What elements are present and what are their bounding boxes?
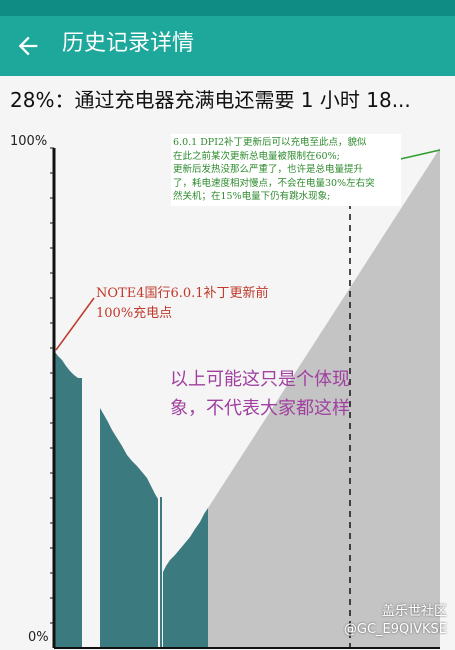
discharge-segment-3: [160, 497, 162, 648]
status-bar: [0, 0, 455, 16]
page-title: 历史记录详情: [62, 31, 195, 56]
red-annotation: NOTE4国行6.0.1补丁更新前 100%充电点: [96, 286, 269, 321]
green-annotation: 6.0.1 DPI2补丁更新后可以充电至此点，貌似 在此之前某次更新总电量被限制…: [171, 134, 401, 206]
green-pointer-line: [395, 149, 441, 161]
discharge-segment-1: [55, 352, 82, 648]
discharge-segment-2: [100, 408, 158, 648]
app-bar: 历史记录详情: [0, 16, 455, 76]
predicted-charge-area: [208, 148, 440, 648]
watermark-handle: @GC_E9QIVKSE: [343, 622, 447, 637]
y-axis-max-label: 100%: [10, 134, 48, 149]
y-axis-min-label: 0%: [28, 630, 49, 645]
watermark-logo: 盖乐世社区: [381, 604, 447, 619]
arrow-left-icon[interactable]: [14, 32, 42, 60]
y-axis-ticks: [50, 147, 54, 624]
purple-annotation: 以上可能这只是个体现 象，不代表大家都这样: [170, 369, 350, 419]
discharge-segment-4: [163, 508, 208, 648]
red-pointer-line: [55, 297, 95, 351]
